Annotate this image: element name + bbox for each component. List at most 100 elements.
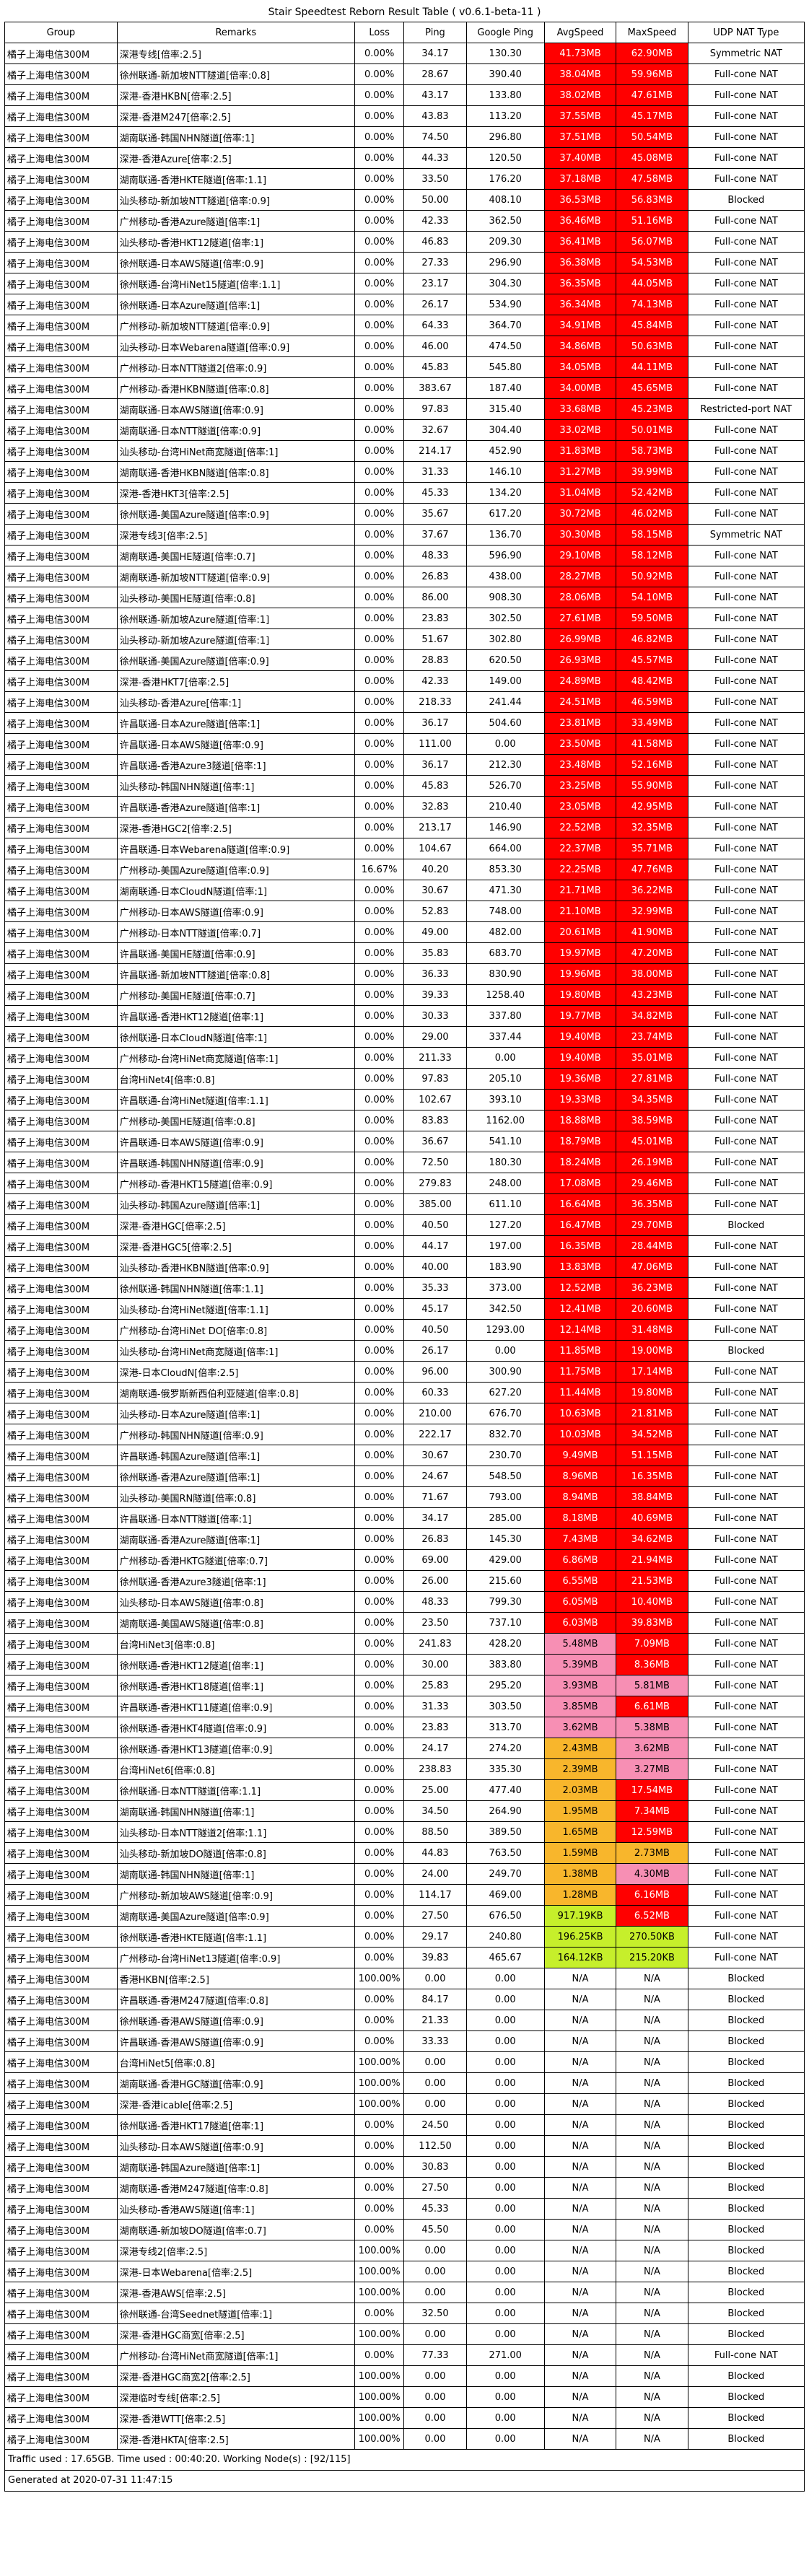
cell-avgspeed: 41.73MB xyxy=(543,43,617,64)
table-row: 橘子上海电信300M 广州移动-日本AWS隧道[倍率:0.9] 0.00% 52.83… xyxy=(4,901,805,922)
cell-group: 橘子上海电信300M xyxy=(4,1235,118,1257)
cell-ping: 97.83 xyxy=(403,1068,467,1090)
cell-udp-nat-type: Full-cone NAT xyxy=(687,1026,805,1048)
cell-remarks: 台湾HiNet6[倍率:0.8] xyxy=(116,1758,355,1780)
table-row: 橘子上海电信300M 香港HKBN[倍率:2.5] 100.00% 0.00 0.00 N… xyxy=(4,1968,805,1989)
cell-maxspeed: N/A xyxy=(616,2386,688,2408)
cell-google-ping: 296.80 xyxy=(465,126,545,148)
cell-loss: 0.00% xyxy=(354,921,405,943)
cell-avgspeed: 19.96MB xyxy=(543,963,617,985)
cell-remarks: 深港-香港WTT[倍率:2.5] xyxy=(116,2407,355,2429)
cell-remarks: 广州移动-美国HE隧道[倍率:0.8] xyxy=(116,1110,355,1131)
cell-udp-nat-type: Symmetric NAT xyxy=(687,524,805,546)
table-row: 橘子上海电信300M 湖南联通-新加坡DO隧道[倍率:0.7] 0.00% 45.50… xyxy=(4,2219,805,2240)
cell-maxspeed: N/A xyxy=(616,2051,688,2073)
cell-udp-nat-type: Full-cone NAT xyxy=(687,1445,805,1466)
cell-ping: 46.00 xyxy=(403,336,467,357)
cell-remarks: 汕头移动-香港Azure[倍率:1] xyxy=(116,691,355,713)
cell-udp-nat-type: Full-cone NAT xyxy=(687,733,805,755)
cell-remarks: 广州移动-新加坡AWS隧道[倍率:0.9] xyxy=(116,1884,355,1906)
cell-maxspeed: 19.80MB xyxy=(616,1382,688,1403)
cell-remarks: 徐州联通-香港HKT18隧道[倍率:1] xyxy=(116,1675,355,1696)
cell-ping: 69.00 xyxy=(403,1549,467,1571)
cell-remarks: 徐州联通-新加坡NTT隧道[倍率:0.8] xyxy=(116,63,355,85)
cell-remarks: 湖南联通-香港Azure隧道[倍率:1] xyxy=(116,1528,355,1550)
header-ping: Ping xyxy=(403,22,467,43)
cell-maxspeed: 12.59MB xyxy=(616,1821,688,1843)
cell-ping: 26.83 xyxy=(403,566,467,587)
cell-loss: 0.00% xyxy=(354,2030,405,2052)
cell-google-ping: 304.30 xyxy=(465,273,545,294)
cell-google-ping: 0.00 xyxy=(465,2010,545,2031)
cell-google-ping: 133.80 xyxy=(465,84,545,106)
cell-udp-nat-type: Full-cone NAT xyxy=(687,1193,805,1215)
cell-avgspeed: 11.85MB xyxy=(543,1340,617,1362)
cell-avgspeed: 23.48MB xyxy=(543,754,617,776)
cell-avgspeed: 16.35MB xyxy=(543,1235,617,1257)
table-row: 橘子上海电信300M 许昌联通-美国HE隧道[倍率:0.9] 0.00% 35.83 6… xyxy=(4,942,805,964)
cell-ping: 383.67 xyxy=(403,377,467,399)
cell-remarks: 徐州联通-香港HKT4隧道[倍率:0.9] xyxy=(116,1717,355,1738)
cell-ping: 23.50 xyxy=(403,1612,467,1634)
cell-google-ping: 230.70 xyxy=(465,1445,545,1466)
table-row: 橘子上海电信300M 徐州联通-香港HKT18隧道[倍率:1] 0.00% 25.83… xyxy=(4,1675,805,1696)
cell-google-ping: 469.00 xyxy=(465,1884,545,1906)
cell-google-ping: 799.30 xyxy=(465,1591,545,1613)
cell-group: 橘子上海电信300M xyxy=(4,2240,118,2261)
cell-udp-nat-type: Full-cone NAT xyxy=(687,105,805,127)
cell-google-ping: 215.60 xyxy=(465,1570,545,1592)
cell-remarks: 湖南联通-美国Azure隧道[倍率:0.9] xyxy=(116,1905,355,1927)
cell-ping: 25.00 xyxy=(403,1779,467,1801)
cell-avgspeed: 5.48MB xyxy=(543,1633,617,1655)
cell-remarks: 深港-香港HKBN[倍率:2.5] xyxy=(116,84,355,106)
table-row: 橘子上海电信300M 汕头移动-台湾HiNet商宽隧道[倍率:1] 0.00% 26.… xyxy=(4,1340,805,1362)
cell-remarks: 深港-香港Azure[倍率:2.5] xyxy=(116,147,355,169)
cell-loss: 0.00% xyxy=(354,1591,405,1613)
cell-google-ping: 0.00 xyxy=(465,2177,545,2199)
cell-google-ping: 438.00 xyxy=(465,566,545,587)
table-row: 橘子上海电信300M 深港-香港HGC商宽2[倍率:2.5] 100.00% 0.00… xyxy=(4,2365,805,2387)
cell-remarks: 许昌联通-日本Webarena隧道[倍率:0.9] xyxy=(116,838,355,859)
cell-google-ping: 853.30 xyxy=(465,859,545,880)
cell-remarks: 广州移动-美国Azure隧道[倍率:0.9] xyxy=(116,859,355,880)
cell-ping: 35.83 xyxy=(403,942,467,964)
cell-maxspeed: 21.81MB xyxy=(616,1403,688,1424)
table-row: 橘子上海电信300M 广州移动-香港HKTG隧道[倍率:0.7] 0.00% 69.0… xyxy=(4,1549,805,1571)
cell-avgspeed: 10.63MB xyxy=(543,1403,617,1424)
cell-remarks: 许昌联通-香港HKT12隧道[倍率:1] xyxy=(116,1005,355,1027)
cell-avgspeed: 26.93MB xyxy=(543,649,617,671)
cell-remarks: 湖南联通-香港M247隧道[倍率:0.8] xyxy=(116,2177,355,2199)
cell-google-ping: 337.80 xyxy=(465,1005,545,1027)
cell-loss: 0.00% xyxy=(354,1424,405,1445)
cell-loss: 0.00% xyxy=(354,691,405,713)
cell-udp-nat-type: Blocked xyxy=(687,2323,805,2345)
cell-loss: 0.00% xyxy=(354,482,405,504)
cell-google-ping: 452.90 xyxy=(465,440,545,462)
cell-maxspeed: 35.71MB xyxy=(616,838,688,859)
cell-loss: 0.00% xyxy=(354,901,405,922)
cell-maxspeed: 16.35MB xyxy=(616,1466,688,1487)
cell-google-ping: 300.90 xyxy=(465,1361,545,1383)
table-row: 橘子上海电信300M 深港-日本Webarena[倍率:2.5] 100.00% 0.… xyxy=(4,2261,805,2282)
cell-remarks: 深港-香港HGC5[倍率:2.5] xyxy=(116,1235,355,1257)
cell-remarks: 徐州联通-香港HKT17隧道[倍率:1] xyxy=(116,2114,355,2136)
cell-loss: 0.00% xyxy=(354,775,405,797)
cell-ping: 0.00 xyxy=(403,1968,467,1989)
cell-maxspeed: N/A xyxy=(616,2303,688,2324)
cell-group: 橘子上海电信300M xyxy=(4,1821,118,1843)
cell-maxspeed: 44.11MB xyxy=(616,356,688,378)
table-row: 橘子上海电信300M 许昌联通-韩国NHN隧道[倍率:0.9] 0.00% 72.50… xyxy=(4,1152,805,1173)
cell-maxspeed: 5.38MB xyxy=(616,1717,688,1738)
table-row: 橘子上海电信300M 广州移动-台湾HiNet13隧道[倍率:0.9] 0.00% 3… xyxy=(4,1947,805,1968)
cell-ping: 214.17 xyxy=(403,440,467,462)
cell-avgspeed: 36.53MB xyxy=(543,189,617,211)
cell-ping: 0.00 xyxy=(403,2261,467,2282)
table-row: 橘子上海电信300M 汕头移动-香港Azure[倍率:1] 0.00% 218.33 2… xyxy=(4,691,805,713)
cell-ping: 74.50 xyxy=(403,126,467,148)
cell-remarks: 广州移动-日本AWS隧道[倍率:0.9] xyxy=(116,901,355,922)
cell-maxspeed: 45.01MB xyxy=(616,1131,688,1152)
cell-google-ping: 145.30 xyxy=(465,1528,545,1550)
cell-maxspeed: 28.44MB xyxy=(616,1235,688,1257)
cell-loss: 0.00% xyxy=(354,210,405,232)
cell-group: 橘子上海电信300M xyxy=(4,2303,118,2324)
